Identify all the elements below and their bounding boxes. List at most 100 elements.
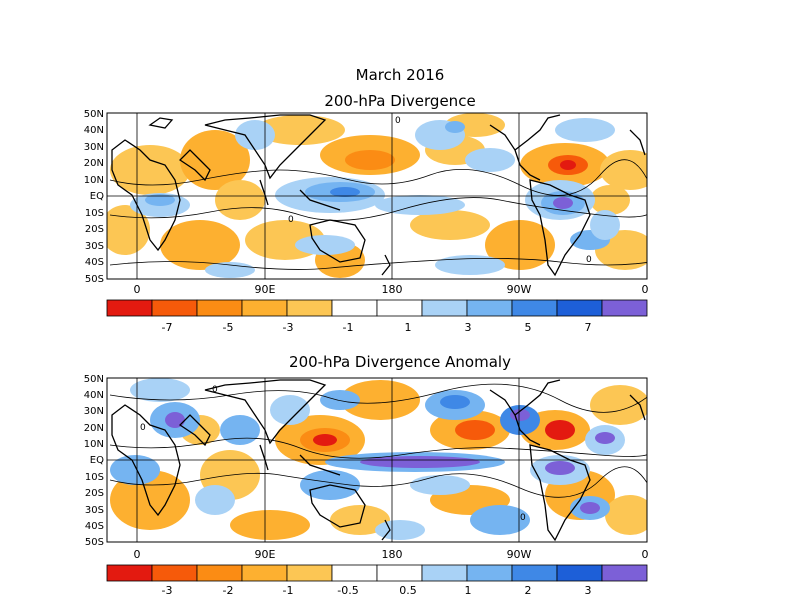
colorbar-label: -3: [283, 321, 294, 334]
top-contour-label: 0: [395, 116, 401, 126]
bottom-contour-label: 0: [212, 385, 218, 395]
lat-label: 20N: [84, 423, 104, 434]
colorbar-label: -7: [162, 321, 173, 334]
lon-label: 90E: [255, 548, 276, 561]
bottom-panel-title: 200-hPa Divergence Anomaly: [289, 353, 511, 371]
colorbar-swatch: [556, 299, 603, 317]
lon-label: 90E: [255, 283, 276, 296]
lat-label: 40N: [84, 390, 104, 401]
bottom-contour-label: 0: [520, 513, 526, 523]
colorbar-swatch: [151, 299, 198, 317]
colorbar-swatch: [196, 564, 243, 582]
colorbar-swatch: [421, 564, 468, 582]
lat-label: 10N: [84, 439, 104, 450]
colorbar-swatch: [196, 299, 243, 317]
colorbar-swatch: [286, 299, 333, 317]
lat-label: 40S: [85, 257, 104, 268]
colorbar-label: -1: [343, 321, 354, 334]
lat-label: EQ: [90, 455, 104, 466]
top-colorbar-labels: -7 -5 -3 -1 1 3 5 7: [162, 321, 592, 334]
lon-label: 90W: [507, 283, 532, 296]
colorbar-label: 5: [525, 321, 532, 334]
colorbar-label: 2: [525, 584, 532, 597]
colorbar-swatch: [376, 564, 423, 582]
lat-label: 50S: [85, 274, 104, 285]
colorbar-swatch: [601, 299, 648, 317]
bottom-map: 0 0 0 50N 40N 30N 20N 10N EQ 10S 20S 30S…: [84, 374, 649, 597]
lon-label: 90W: [507, 548, 532, 561]
colorbar-label: -3: [162, 584, 173, 597]
lat-label: 30S: [85, 505, 104, 516]
colorbar-swatch: [421, 299, 468, 317]
colorbar-swatch: [151, 564, 198, 582]
bottom-contour-label: 0: [140, 423, 146, 433]
lat-label: 40N: [84, 125, 104, 136]
lon-label: 0: [642, 283, 649, 296]
colorbar-label: -5: [223, 321, 234, 334]
colorbar-swatch: [511, 299, 558, 317]
colorbar-swatch: [331, 564, 378, 582]
bottom-lat-labels: 50N 40N 30N 20N 10N EQ 10S 20S 30S 40S 5…: [84, 374, 104, 548]
top-coastlines: [111, 114, 646, 277]
lat-label: 10N: [84, 175, 104, 186]
top-panel-title: 200-hPa Divergence: [324, 92, 476, 110]
lat-label: 10S: [85, 208, 104, 219]
top-colorbar: -7 -5 -3 -1 1 3 5 7: [106, 299, 648, 334]
top-grid-lines: [107, 113, 647, 279]
top-contour-label: 0: [586, 255, 592, 265]
top-map: 0 0 0 50N 40N 30N 20N 10N EQ 10S 20S 30S…: [84, 109, 649, 334]
colorbar-swatch: [556, 564, 603, 582]
bottom-map-frame: [106, 377, 648, 543]
lat-label: 40S: [85, 521, 104, 532]
colorbar-label: 0.5: [399, 584, 417, 597]
colorbar-swatch: [241, 299, 288, 317]
colorbar-swatch: [106, 299, 153, 317]
figure-title: March 2016: [355, 66, 445, 84]
top-lat-labels: 50N 40N 30N 20N 10N EQ 10S 20S 30S 40S 5…: [84, 109, 104, 285]
colorbar-label: -2: [223, 584, 234, 597]
lat-label: 30S: [85, 241, 104, 252]
top-map-frame: [106, 112, 648, 280]
bottom-colorbar: -3 -2 -1 -0.5 0.5 1 2 3: [106, 564, 648, 597]
colorbar-label: 3: [585, 584, 592, 597]
bottom-zero-contours: [109, 383, 647, 498]
lat-label: 50S: [85, 537, 104, 548]
colorbar-label: 1: [405, 321, 412, 334]
colorbar-label: 7: [585, 321, 592, 334]
lat-label: 20S: [85, 488, 104, 499]
bottom-colorbar-labels: -3 -2 -1 -0.5 0.5 1 2 3: [162, 584, 592, 597]
top-lon-labels: 0 90E 180 90W 0: [134, 283, 649, 296]
colorbar-swatch: [286, 564, 333, 582]
lat-label: 50N: [84, 374, 104, 385]
colorbar-label: 1: [465, 584, 472, 597]
lat-label: 20N: [84, 158, 104, 169]
bottom-lon-labels: 0 90E 180 90W 0: [134, 548, 649, 561]
lat-label: 20S: [85, 224, 104, 235]
colorbar-swatch: [511, 564, 558, 582]
lon-label: 0: [134, 548, 141, 561]
colorbar-label: 3: [465, 321, 472, 334]
bottom-anomaly-shading: [110, 378, 647, 540]
top-zero-contours: [109, 159, 647, 270]
colorbar-swatch: [466, 564, 513, 582]
lat-label: EQ: [90, 191, 104, 202]
colorbar-swatch: [241, 564, 288, 582]
lon-label: 0: [134, 283, 141, 296]
lon-label: 0: [642, 548, 649, 561]
lon-label: 180: [382, 548, 403, 561]
top-contour-label: 0: [288, 215, 294, 225]
lat-label: 10S: [85, 472, 104, 483]
colorbar-swatch: [466, 299, 513, 317]
lat-label: 30N: [84, 142, 104, 153]
lon-label: 180: [382, 283, 403, 296]
colorbar-swatch: [106, 564, 153, 582]
lat-label: 30N: [84, 406, 104, 417]
bottom-grid-lines: [107, 378, 647, 542]
colorbar-swatch: [331, 299, 378, 317]
colorbar-label: -0.5: [337, 584, 358, 597]
lat-label: 50N: [84, 109, 104, 120]
colorbar-swatch: [601, 564, 648, 582]
colorbar-swatch: [376, 299, 423, 317]
colorbar-label: -1: [283, 584, 294, 597]
